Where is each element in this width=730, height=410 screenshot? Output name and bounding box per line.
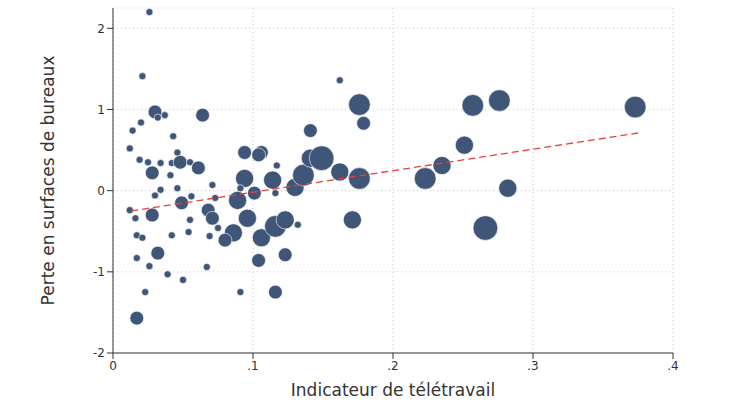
svg-text:.2: .2 xyxy=(387,359,398,373)
svg-text:0: 0 xyxy=(109,359,117,373)
svg-text:.1: .1 xyxy=(247,359,258,373)
svg-text:Perte en surfaces de bureaux: Perte en surfaces de bureaux xyxy=(38,56,58,306)
svg-text:Indicateur de télétravail: Indicateur de télétravail xyxy=(291,380,495,400)
svg-text:.4: .4 xyxy=(667,359,678,373)
svg-text:-1: -1 xyxy=(93,265,105,279)
svg-text:0: 0 xyxy=(97,184,105,198)
svg-text:1: 1 xyxy=(97,103,105,117)
svg-text:-2: -2 xyxy=(93,346,105,360)
svg-text:.3: .3 xyxy=(527,359,538,373)
svg-text:2: 2 xyxy=(97,22,105,36)
